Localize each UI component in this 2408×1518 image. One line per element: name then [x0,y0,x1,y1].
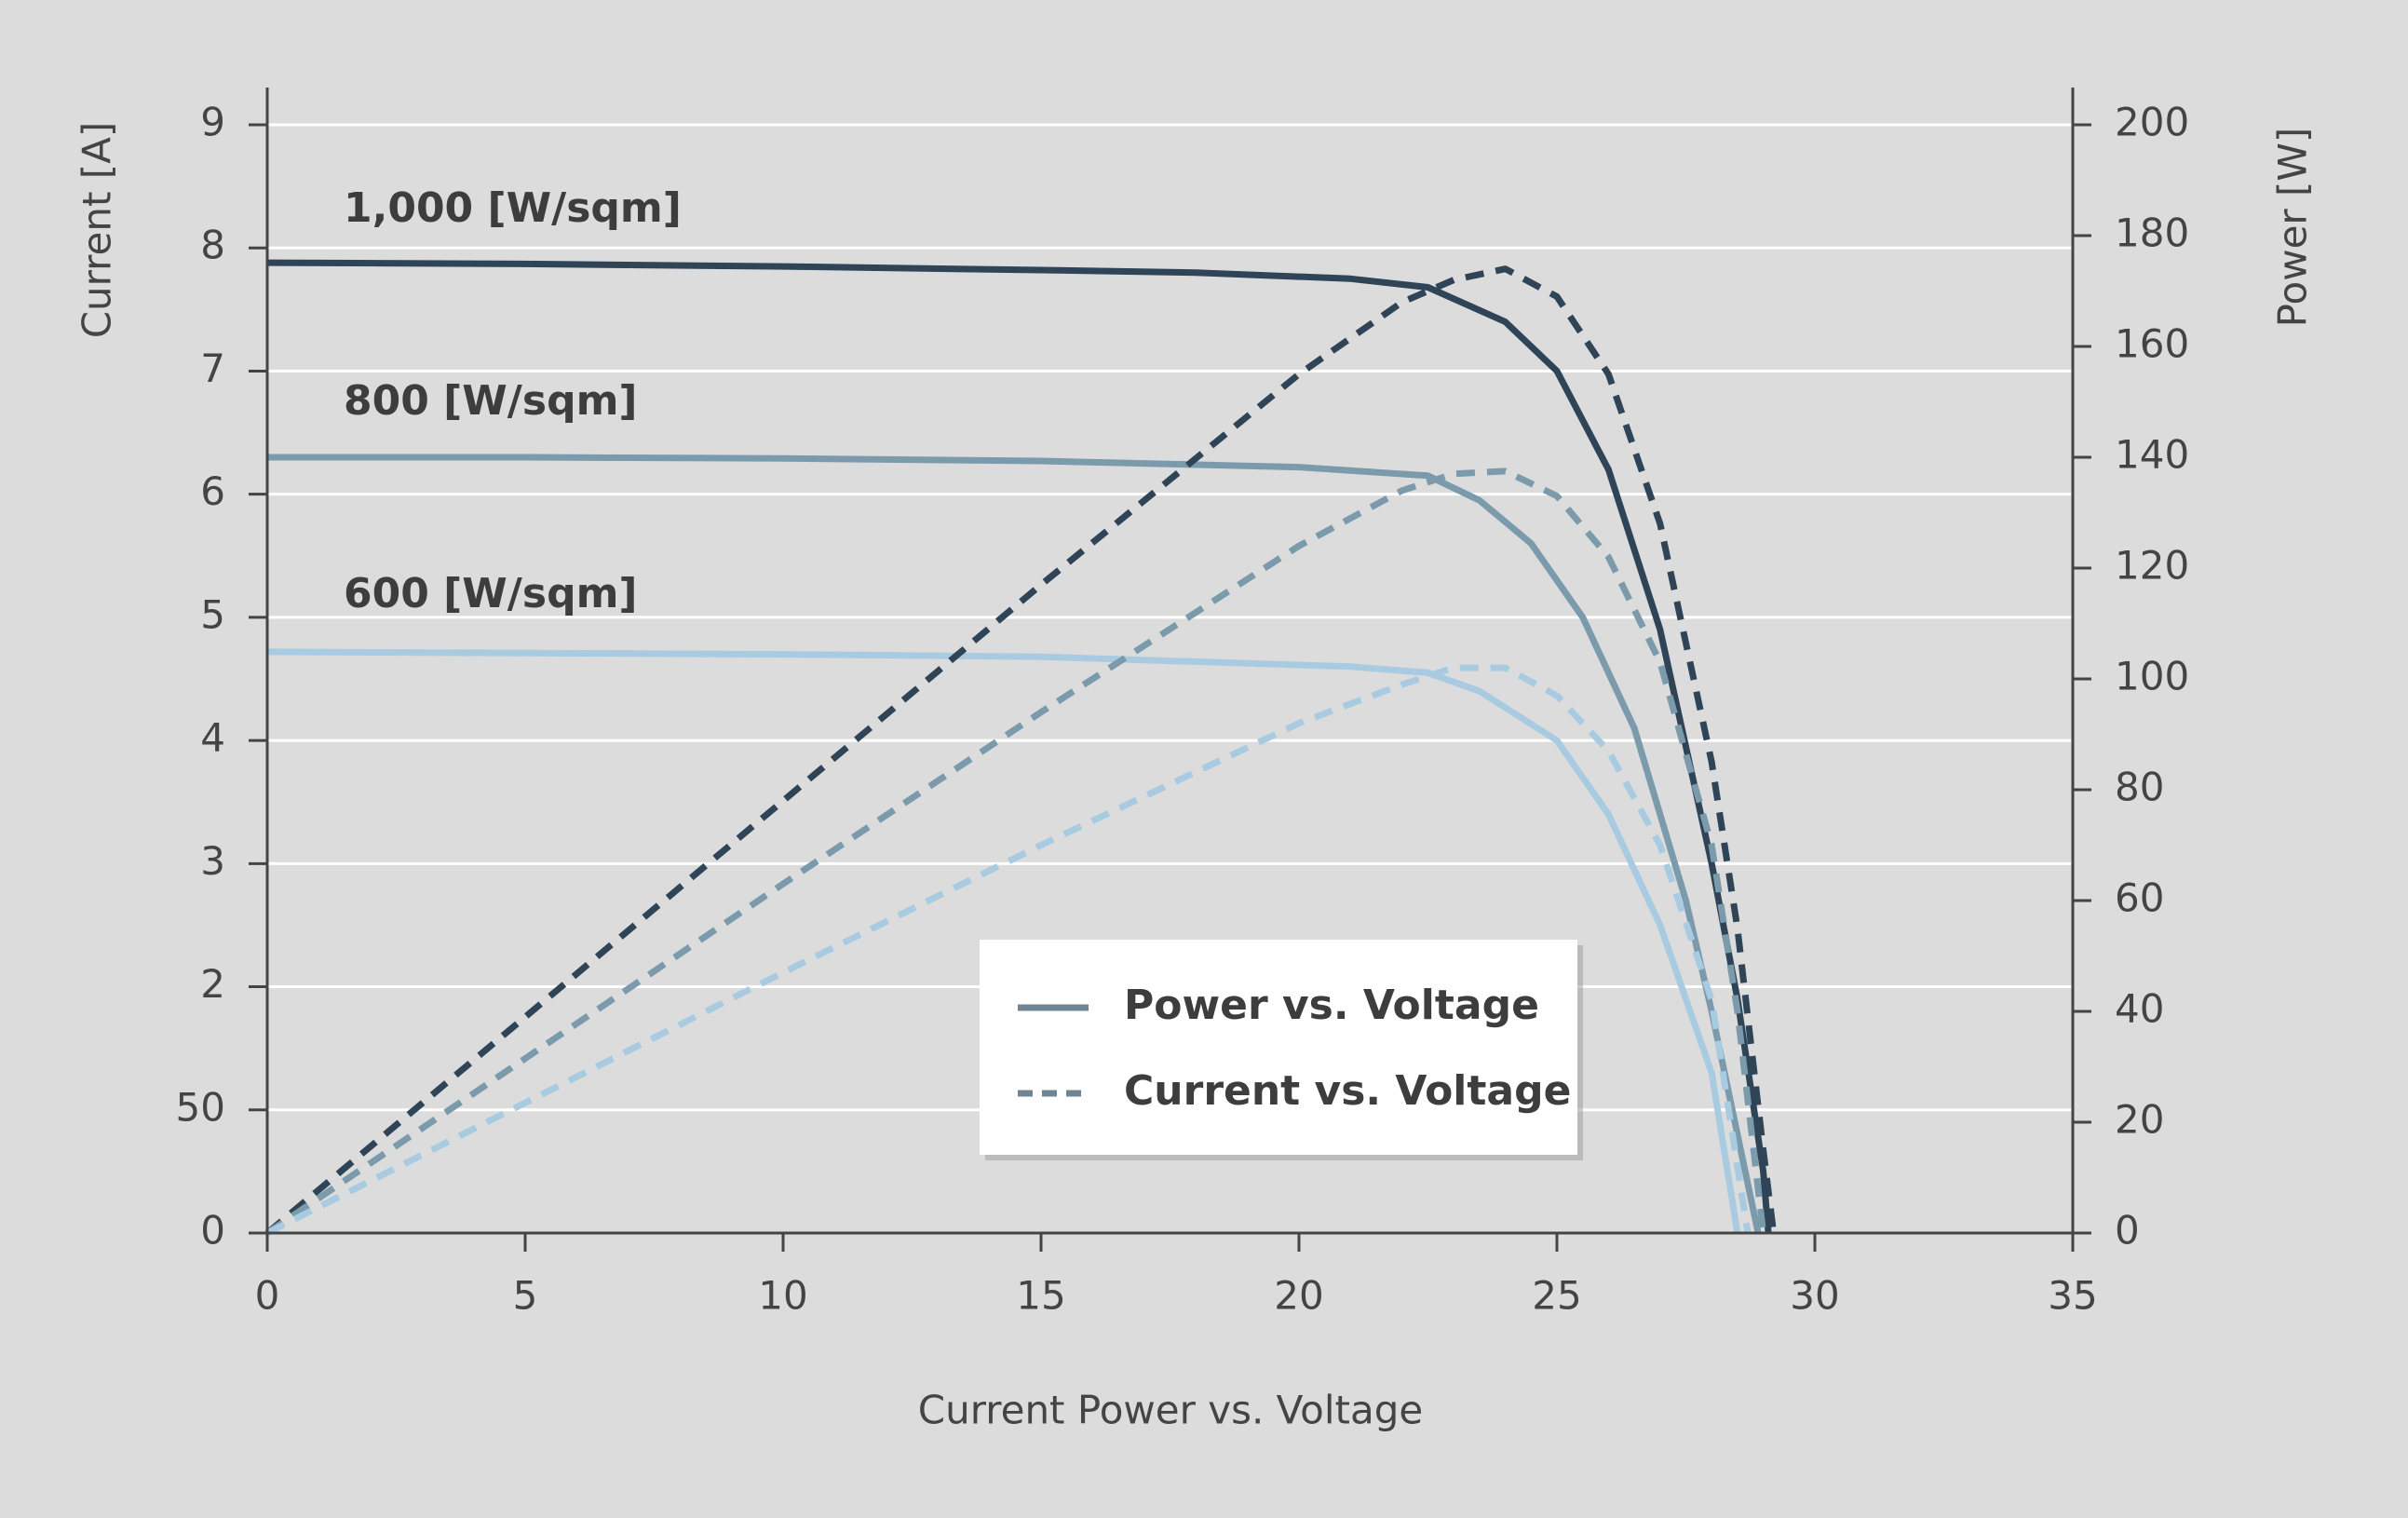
y-tick-label: 2 [200,961,225,1007]
x-tick-label: 15 [1016,1273,1065,1319]
legend-label: Power vs. Voltage [1124,982,1539,1029]
y-tick-label: 6 [200,468,225,514]
x-tick-label: 10 [758,1273,807,1319]
annotation: 600 [W/sqm] [344,570,638,617]
y-tick-label: 50 [176,1084,225,1130]
y2-tick-label: 180 [2115,210,2189,256]
x-tick-label: 0 [255,1273,280,1319]
y2-tick-label: 120 [2115,543,2189,589]
x-tick-label: 35 [2048,1273,2097,1319]
solid-line [266,259,1772,1234]
y2-tick-label: 60 [2115,875,2164,921]
y-tick-label: 5 [200,591,225,637]
y-tick-label: 4 [200,715,225,761]
x-tick-label: 20 [1274,1273,1323,1319]
y-tick-label: 0 [200,1208,225,1254]
y-tick-label: 3 [200,838,225,884]
y2-tick-label: 40 [2115,986,2164,1032]
x-tick-label: 5 [513,1273,538,1319]
y2-tick-label: 200 [2115,100,2189,145]
dashed-line [265,468,1767,1236]
y-tick-label: 8 [200,223,225,268]
y2-tick-label: 140 [2115,432,2189,478]
plot-lines [264,259,1778,1237]
y-tick-label: 7 [200,346,225,391]
dashed-line [264,265,1778,1236]
annotation: 800 [W/sqm] [344,377,638,425]
x-tick-label: 30 [1790,1273,1839,1319]
y-axis-label: Current [A] [74,122,120,339]
solid-line [266,648,1741,1234]
y2-tick-label: 160 [2115,321,2189,367]
annotation: 1,000 [W/sqm] [344,184,682,232]
y2-tick-label: 20 [2115,1097,2164,1143]
y2-tick-label: 0 [2115,1208,2140,1254]
dashed-line [265,664,1752,1237]
y-tick-label: 9 [200,100,225,145]
legend-label: Current vs. Voltage [1124,1067,1571,1115]
legend [980,940,1583,1160]
legend-box [980,940,1577,1155]
y2-tick-label: 100 [2115,654,2189,699]
x-tick-label: 25 [1532,1273,1581,1319]
y2-axis-label: Power [W] [2270,128,2316,328]
chart-title: Current Power vs. Voltage [918,1388,1423,1433]
y2-tick-label: 80 [2115,765,2164,810]
